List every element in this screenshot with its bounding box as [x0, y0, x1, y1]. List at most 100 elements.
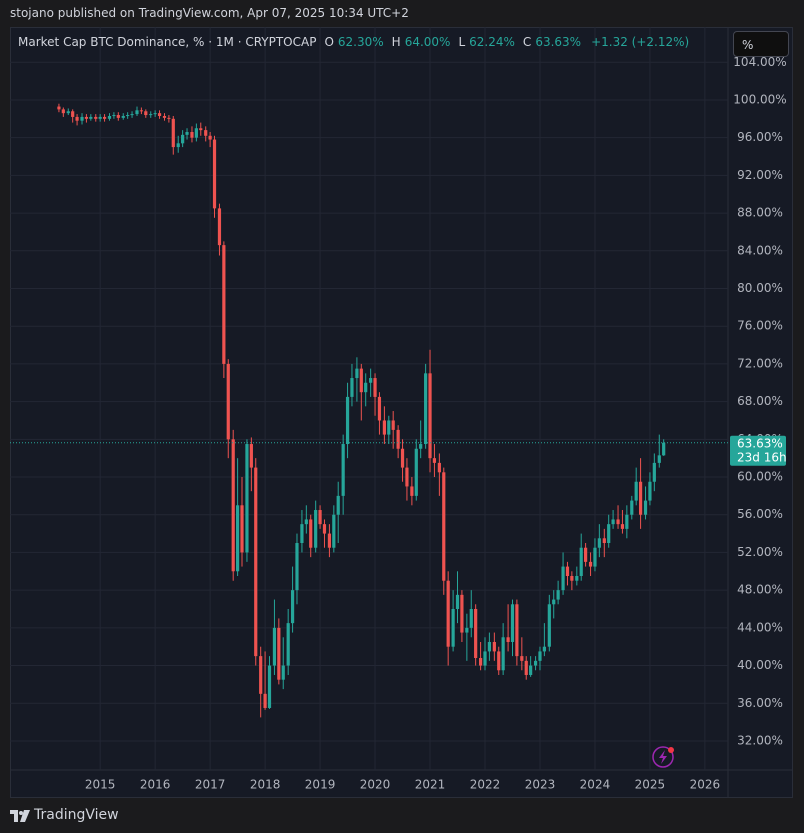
legend-change: +1.32 (+2.12%) — [591, 35, 690, 49]
y-tick-label: 76.00% — [737, 319, 783, 333]
candle-body — [66, 111, 70, 114]
attribution: stojano published on TradingView.com, Ap… — [10, 6, 409, 20]
candle-body — [153, 113, 157, 115]
candle-body — [501, 637, 505, 671]
candle-body — [176, 143, 180, 148]
legend-key: H — [391, 35, 401, 49]
candle-body — [369, 378, 373, 383]
candle-body — [102, 116, 107, 119]
candle-body — [272, 627, 277, 666]
y-tick-label: 36.00% — [737, 696, 783, 710]
candles — [57, 103, 666, 718]
last-price-label: 63.63% — [737, 436, 783, 450]
candle-body — [245, 444, 249, 553]
candle-body — [314, 510, 318, 548]
alert-icon — [652, 746, 674, 768]
candle-body — [327, 533, 332, 548]
candle-body — [382, 420, 386, 435]
candle-body — [424, 373, 428, 445]
candle-body — [149, 114, 153, 116]
candle-body — [652, 462, 656, 482]
candle-body — [144, 111, 148, 116]
legend-key: C — [522, 35, 532, 49]
candle-body — [616, 519, 620, 525]
y-tick-label: 104.00% — [733, 55, 786, 69]
candle-body — [345, 396, 350, 445]
candle-body — [469, 608, 473, 628]
candle-body — [391, 420, 395, 430]
candle-body — [322, 524, 327, 534]
candle-body — [497, 651, 501, 671]
legend-value: 63.63% — [535, 35, 582, 49]
candle-body — [204, 130, 208, 136]
candle-body — [460, 594, 464, 633]
candle-body — [94, 116, 98, 119]
candle-body — [373, 378, 377, 397]
candle-body — [419, 444, 423, 449]
y-tick-label: 68.00% — [737, 394, 783, 408]
candle-body — [396, 429, 400, 449]
candle-body — [263, 693, 267, 708]
candle-body — [167, 117, 171, 119]
candle-body — [588, 561, 593, 567]
y-tick-label: 48.00% — [737, 583, 783, 597]
candle-body — [107, 115, 112, 119]
candle-body — [359, 368, 363, 393]
candle-body — [552, 599, 556, 605]
candle-body — [662, 442, 666, 456]
legend-title: Market Cap BTC Dominance, % · 1M · CRYPT… — [18, 35, 317, 49]
candle-body — [231, 439, 235, 572]
y-tick-label: 88.00% — [737, 206, 783, 220]
candle-body — [387, 420, 391, 435]
legend: Market Cap BTC Dominance, % · 1M · CRYPT… — [18, 35, 689, 49]
x-tick-label: 2024 — [580, 778, 611, 792]
y-tick-label: 72.00% — [737, 356, 783, 370]
scale-button[interactable]: % — [733, 31, 789, 57]
chart-panel — [10, 27, 793, 798]
candle-body — [538, 651, 542, 661]
candle-body — [300, 524, 304, 544]
candle-body — [377, 396, 382, 421]
candle-body — [593, 547, 597, 567]
x-tick-label: 2023 — [525, 778, 556, 792]
candle-body — [643, 500, 648, 515]
candle-body — [565, 566, 570, 577]
candle-body — [634, 481, 638, 501]
y-tick-label: 40.00% — [737, 658, 783, 672]
y-tick-label: 96.00% — [737, 130, 783, 144]
candle-body — [506, 637, 510, 642]
candle-body — [428, 373, 432, 459]
candle-body — [309, 519, 313, 548]
candle-body — [212, 139, 217, 209]
y-tick-label: 60.00% — [737, 470, 783, 484]
candle-body — [410, 486, 414, 496]
candle-body — [432, 458, 437, 463]
candle-body — [355, 368, 359, 379]
candle-body — [364, 382, 368, 393]
candle-body — [584, 547, 588, 562]
candle-body — [249, 444, 253, 468]
x-tick-label: 2020 — [360, 778, 391, 792]
candle-body — [259, 656, 263, 694]
y-tick-label: 80.00% — [737, 281, 783, 295]
legend-value: 62.30% — [337, 35, 384, 49]
candle-body — [267, 665, 272, 708]
candle-body — [126, 115, 130, 117]
candle-body — [533, 660, 538, 666]
candle-body — [446, 580, 450, 647]
candle-body — [336, 495, 340, 515]
candle-body — [281, 665, 285, 680]
candle-body — [112, 115, 116, 117]
candle-body — [80, 116, 84, 121]
candle-body — [579, 547, 583, 577]
candle-body — [171, 118, 175, 148]
candle-body — [116, 115, 120, 118]
candle-body — [570, 576, 574, 581]
x-tick-label: 2026 — [690, 778, 721, 792]
candle-body — [240, 505, 244, 553]
x-tick-label: 2016 — [140, 778, 171, 792]
candle-body — [625, 514, 629, 529]
candle-body — [157, 113, 162, 116]
candle-body — [217, 208, 222, 246]
